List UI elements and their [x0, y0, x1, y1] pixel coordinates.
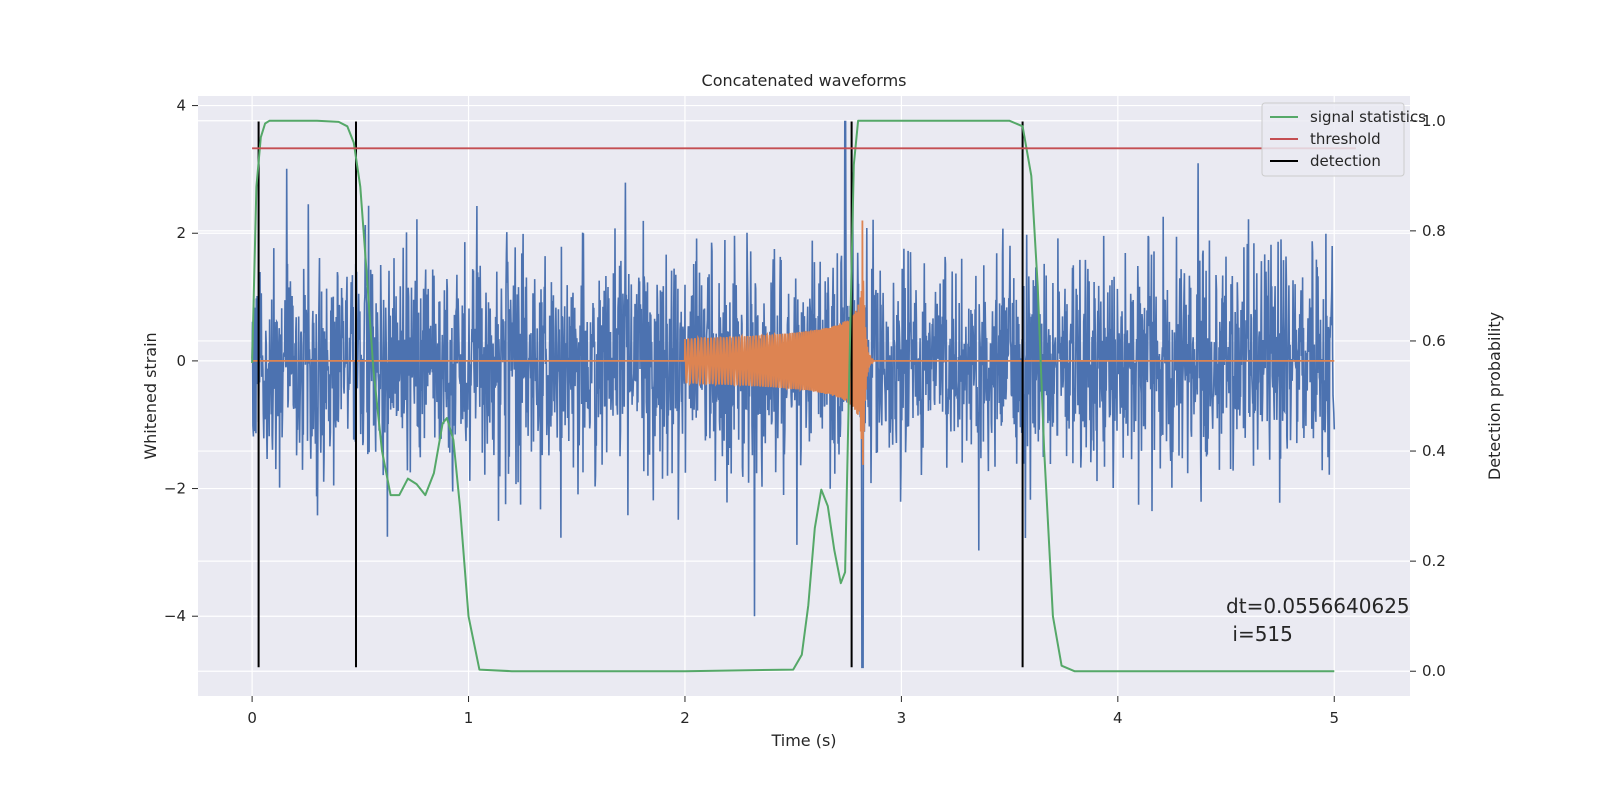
x-tick-label: 4 [1113, 709, 1123, 727]
y-tick-label: −2 [164, 480, 186, 498]
detection-lines [257, 121, 1024, 668]
legend-label: signal statistics [1310, 108, 1426, 126]
x-tick-label: 5 [1329, 709, 1339, 727]
y2-tick-label: 0.0 [1422, 662, 1446, 680]
waveform-series [252, 220, 1335, 465]
x-tick-label: 2 [680, 709, 690, 727]
y2-tick-label: 0.4 [1422, 442, 1446, 460]
y2-tick-label: 0.6 [1422, 332, 1446, 350]
y-tick-label: 2 [176, 224, 186, 242]
y-tick-label: −4 [164, 607, 186, 625]
x-axis-label: Time (s) [770, 731, 836, 750]
axis-ticks: 0 1 2 3 4 5 −4 −2 0 2 4 0.0 0.2 0.4 0.6 0.8 1.0 [164, 97, 1446, 727]
y2-tick-label: 0.8 [1422, 222, 1446, 240]
chart-title: Concatenated waveforms [702, 71, 907, 90]
signal-statistics-line [251, 119, 1335, 673]
waveform-line [252, 220, 1335, 465]
y2-axis-label: Detection probability [1485, 312, 1504, 480]
legend-items: signal statistics threshold detection [1270, 108, 1426, 170]
y2-tick-label: 0.2 [1422, 552, 1446, 570]
legend-box [1261, 102, 1405, 177]
legend-label: detection [1310, 152, 1381, 170]
noise-series [251, 120, 1336, 669]
x-tick-label: 0 [247, 709, 257, 727]
signal-statistics-series [251, 119, 1335, 673]
legend-label: threshold [1310, 130, 1381, 148]
y2-tick-label: 1.0 [1422, 112, 1446, 130]
y-tick-label: 4 [176, 97, 186, 115]
noise-line [251, 120, 1336, 669]
y-tick-label: 0 [176, 352, 186, 370]
x-tick-label: 3 [897, 709, 907, 727]
y-axis-label: Whitened strain [141, 332, 160, 459]
annotation-dt: dt=0.0556640625 [1226, 594, 1410, 618]
x-tick-label: 1 [464, 709, 474, 727]
annotation-index: i=515 [1226, 622, 1293, 646]
legend: signal statistics threshold detection [1261, 102, 1426, 177]
